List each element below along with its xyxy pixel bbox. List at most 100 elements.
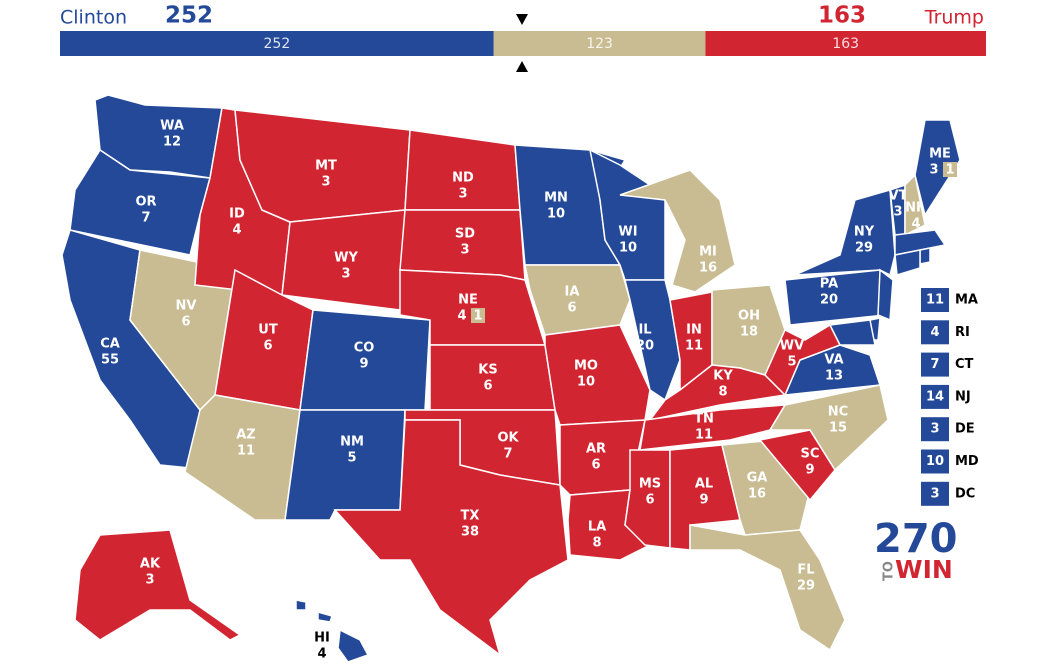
state-abbr: TX: [461, 509, 480, 524]
state-votes: 6: [263, 339, 272, 354]
state-abbr: WV: [780, 339, 804, 354]
state-votes: 29: [797, 579, 815, 594]
state-abbr: HI: [314, 631, 330, 646]
bar-segment: [60, 31, 494, 56]
state-votes: 20: [636, 339, 654, 354]
state-shape: [828, 319, 876, 346]
state-shape: [624, 279, 681, 402]
state-shape: [524, 264, 631, 336]
logo: 270 TO WIN: [874, 516, 958, 584]
state-votes: 20: [820, 293, 838, 308]
state-abbr: WI: [618, 225, 637, 240]
state-shape: [295, 599, 370, 663]
state-abbr: OK: [497, 431, 519, 446]
state-abbr: NH: [905, 201, 927, 216]
state-abbr: GA: [747, 471, 768, 486]
small-state-abbr: DE: [955, 422, 975, 437]
state-abbr: NE: [458, 293, 478, 308]
state-abbr: VA: [824, 353, 843, 368]
state-abbr: MN: [544, 191, 568, 206]
state-votes: 3: [145, 573, 154, 588]
state-votes: 7: [141, 211, 150, 226]
right-total: 163: [818, 3, 866, 29]
small-state-abbr: DC: [955, 486, 975, 501]
state-votes: 9: [805, 463, 814, 478]
state-shape: [429, 344, 556, 411]
state-votes: 3: [458, 187, 467, 202]
state-abbr: SC: [801, 447, 820, 462]
state-votes: 9: [359, 357, 368, 372]
state-abbr: MO: [574, 359, 598, 374]
state-abbr: TN: [694, 412, 714, 427]
state-abbr: FL: [797, 563, 814, 578]
state-votes: 8: [592, 536, 601, 551]
state-abbr: NM: [340, 435, 364, 450]
state-votes: 3: [460, 243, 469, 258]
state-votes: 13: [825, 369, 843, 384]
vote-bar: 252 123 163: [60, 31, 986, 56]
state-shape: [69, 148, 211, 256]
state-abbr: NC: [828, 405, 848, 420]
state-shape: [94, 94, 223, 179]
small-state-votes: 3: [930, 486, 939, 501]
small-state-box: [921, 320, 949, 345]
split-box: [471, 308, 485, 323]
state-shape: [333, 419, 569, 657]
state-abbr: KY: [713, 369, 733, 384]
state-votes: 10: [547, 207, 565, 222]
state-votes: 10: [577, 375, 595, 390]
state-votes: 3: [893, 205, 902, 220]
state-abbr: WY: [334, 251, 358, 266]
state-shape: [894, 249, 921, 276]
state-votes: 29: [855, 241, 873, 256]
state-abbr: LA: [588, 520, 606, 535]
small-state-votes: 4: [930, 325, 939, 340]
state-shape: [894, 229, 947, 256]
bar-label: 123: [586, 36, 613, 52]
state-shape: [619, 169, 736, 293]
bar-label: 163: [832, 36, 859, 52]
small-state-box: [921, 417, 949, 442]
state-votes: 16: [699, 261, 717, 276]
small-state-votes: 11: [926, 293, 944, 308]
state-votes: 12: [163, 135, 181, 150]
logo-to: TO: [882, 561, 897, 581]
state-votes: 10: [619, 241, 637, 256]
state-shape: [877, 268, 894, 322]
state-abbr: IN: [686, 323, 702, 338]
state-abbr: IA: [565, 285, 580, 300]
bar-segment: [493, 31, 706, 56]
state-votes: 11: [685, 339, 703, 354]
small-state-abbr: RI: [955, 325, 970, 340]
state-abbr: ND: [452, 171, 474, 186]
state-votes: 6: [567, 301, 576, 316]
right-name: Trump: [924, 7, 984, 29]
state-votes: 7: [503, 447, 512, 462]
state-shape: [689, 524, 846, 652]
split-votes: 1: [945, 163, 954, 178]
state-votes: 6: [181, 315, 190, 330]
state-votes: 15: [829, 421, 847, 436]
state-abbr: MT: [315, 159, 337, 174]
state-votes: 11: [237, 444, 255, 459]
left-total: 252: [165, 3, 213, 29]
state-shape: [284, 409, 406, 521]
state-abbr: ID: [229, 207, 245, 222]
state-shape: [914, 119, 961, 217]
state-votes: 4: [232, 223, 241, 238]
split-votes: 1: [473, 309, 482, 324]
state-abbr: ME: [929, 147, 951, 162]
small-state-abbr: MD: [955, 454, 979, 469]
state-abbr: NV: [176, 299, 197, 314]
state-votes: 18: [740, 325, 758, 340]
state-abbr: UT: [258, 323, 278, 338]
state-votes: 5: [347, 451, 356, 466]
small-state-votes: 3: [930, 422, 939, 437]
small-state-abbr: CT: [955, 357, 974, 372]
small-state-box: [921, 481, 949, 506]
small-state-box: [921, 384, 949, 409]
state-votes: 8: [718, 385, 727, 400]
state-shape: [794, 189, 896, 277]
